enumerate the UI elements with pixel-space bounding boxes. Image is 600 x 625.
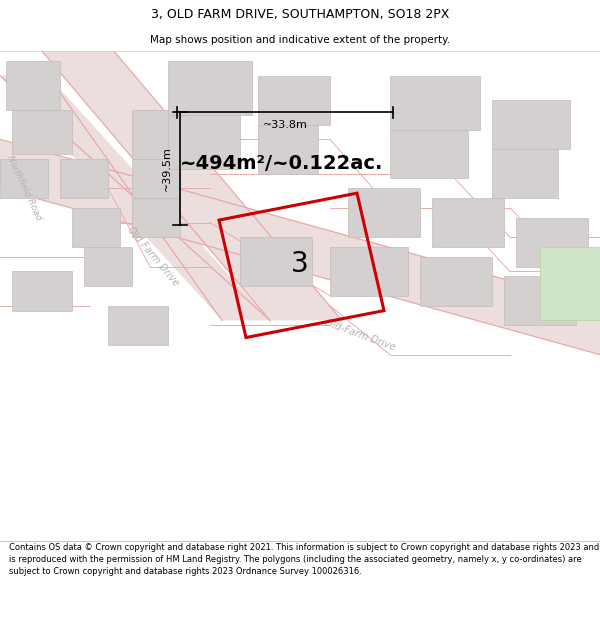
Polygon shape	[132, 110, 192, 159]
Polygon shape	[108, 306, 168, 345]
Polygon shape	[60, 159, 108, 198]
Polygon shape	[72, 208, 120, 247]
Polygon shape	[504, 276, 576, 325]
Polygon shape	[492, 149, 558, 198]
Polygon shape	[0, 76, 270, 321]
Polygon shape	[492, 100, 570, 149]
Text: Northfield Road: Northfield Road	[5, 154, 43, 222]
Text: Old Farm Drive: Old Farm Drive	[125, 225, 181, 288]
Polygon shape	[12, 271, 72, 311]
Polygon shape	[432, 198, 504, 247]
Polygon shape	[0, 159, 48, 198]
Text: 3: 3	[291, 250, 309, 278]
Polygon shape	[258, 76, 330, 124]
Polygon shape	[330, 247, 408, 296]
Polygon shape	[516, 217, 588, 267]
Text: ~39.5m: ~39.5m	[162, 146, 172, 191]
Polygon shape	[540, 247, 600, 321]
Polygon shape	[6, 61, 60, 110]
Polygon shape	[168, 115, 240, 169]
Text: Contains OS data © Crown copyright and database right 2021. This information is : Contains OS data © Crown copyright and d…	[9, 543, 599, 576]
Polygon shape	[390, 129, 468, 179]
Polygon shape	[420, 257, 492, 306]
Polygon shape	[42, 51, 342, 321]
Polygon shape	[132, 159, 180, 198]
Text: ~33.8m: ~33.8m	[263, 119, 307, 129]
Text: 3, OLD FARM DRIVE, SOUTHAMPTON, SO18 2PX: 3, OLD FARM DRIVE, SOUTHAMPTON, SO18 2PX	[151, 8, 449, 21]
Text: Map shows position and indicative extent of the property.: Map shows position and indicative extent…	[150, 35, 450, 45]
Polygon shape	[132, 198, 180, 238]
Polygon shape	[0, 139, 600, 354]
Text: Old-Farm Drive: Old-Farm Drive	[323, 318, 397, 352]
Polygon shape	[258, 124, 318, 174]
Polygon shape	[390, 76, 480, 129]
Polygon shape	[240, 238, 312, 286]
Text: ~494m²/~0.122ac.: ~494m²/~0.122ac.	[181, 154, 383, 173]
Polygon shape	[168, 61, 252, 115]
Polygon shape	[348, 188, 420, 238]
Polygon shape	[12, 110, 72, 154]
Polygon shape	[84, 247, 132, 286]
